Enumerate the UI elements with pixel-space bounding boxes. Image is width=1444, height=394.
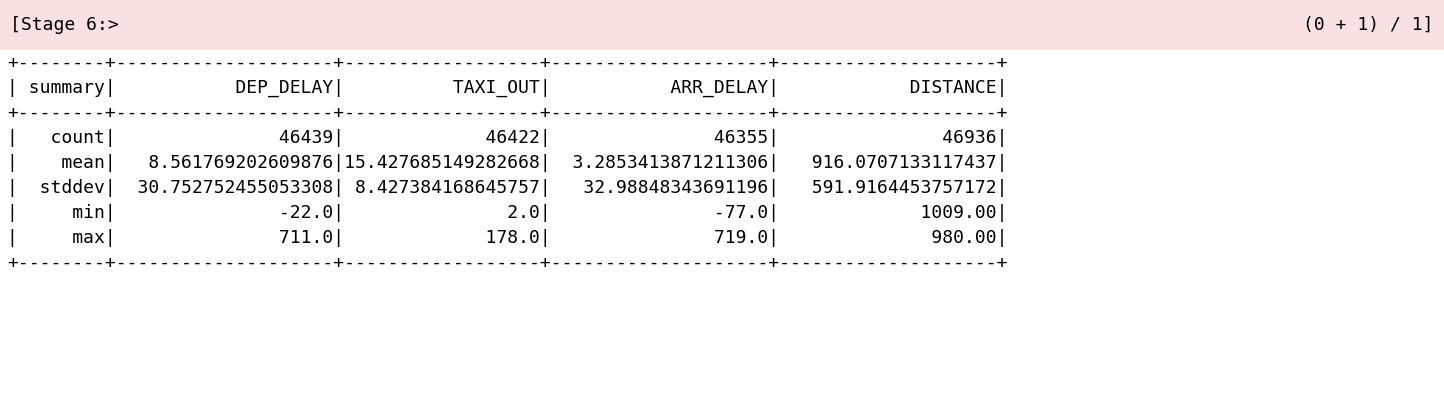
FancyBboxPatch shape [0,0,1444,50]
Text: (0 + 1) / 1]: (0 + 1) / 1] [1304,16,1434,34]
Text: [Stage 6:>: [Stage 6:> [10,16,118,34]
Text: +--------+--------------------+------------------+--------------------+---------: +--------+--------------------+---------… [7,54,1008,272]
